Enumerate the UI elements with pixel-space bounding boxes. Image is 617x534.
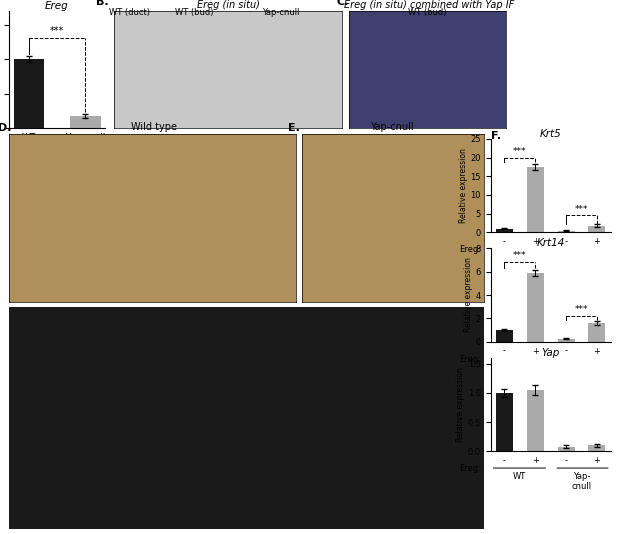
Text: WT: WT [513,253,526,262]
Text: B.: B. [96,0,109,6]
Text: ***: *** [513,252,527,261]
Bar [589,445,605,451]
Text: WT (bud): WT (bud) [175,8,213,17]
Y-axis label: Relative expression: Relative expression [456,367,465,442]
Bar [558,339,574,342]
Text: Yap-
cnull: Yap- cnull [572,253,592,272]
Text: Wild type: Wild type [131,122,177,132]
Bar [589,225,605,232]
Bar [527,273,544,342]
Text: E.: E. [288,123,300,134]
Text: Yap-
cnull: Yap- cnull [572,363,592,382]
Text: C.: C. [336,0,349,6]
Bar [558,231,574,232]
Bar [558,446,574,451]
Text: WT: WT [513,363,526,371]
Title: Krt5: Krt5 [540,129,561,139]
Title: Ereg: Ereg [45,1,69,11]
Text: Ereg:: Ereg: [459,464,481,473]
Text: Yap-cnull: Yap-cnull [262,8,299,17]
Bar [496,393,513,451]
Bar [589,323,605,342]
Text: ***: *** [574,305,588,314]
Text: ***: *** [50,26,64,36]
Text: WT: WT [513,472,526,481]
Text: F.: F. [491,131,500,141]
Title: Yap: Yap [542,348,560,358]
Bar [527,390,544,451]
Bar [14,59,44,128]
Bar [527,167,544,232]
Text: WT (bud): WT (bud) [408,8,447,17]
Text: ***: *** [513,147,527,156]
Bar [496,229,513,232]
Bar [496,330,513,342]
Text: Ereg (in situ) combined with Yap IF: Ereg (in situ) combined with Yap IF [344,0,514,10]
Text: WT (duct): WT (duct) [109,8,150,17]
Y-axis label: Relative expression: Relative expression [458,148,468,223]
Text: Ereg (in situ): Ereg (in situ) [197,0,260,10]
Title: Krt14: Krt14 [537,238,565,248]
Text: Ereg:: Ereg: [459,355,481,364]
Y-axis label: Relative expression: Relative expression [463,257,473,333]
Text: Yap-cnull: Yap-cnull [370,122,413,132]
Text: Ereg:: Ereg: [459,246,481,254]
Text: D.: D. [0,123,11,134]
Text: ***: *** [574,205,588,214]
Bar [70,116,101,128]
Text: Yap-
cnull: Yap- cnull [572,472,592,491]
